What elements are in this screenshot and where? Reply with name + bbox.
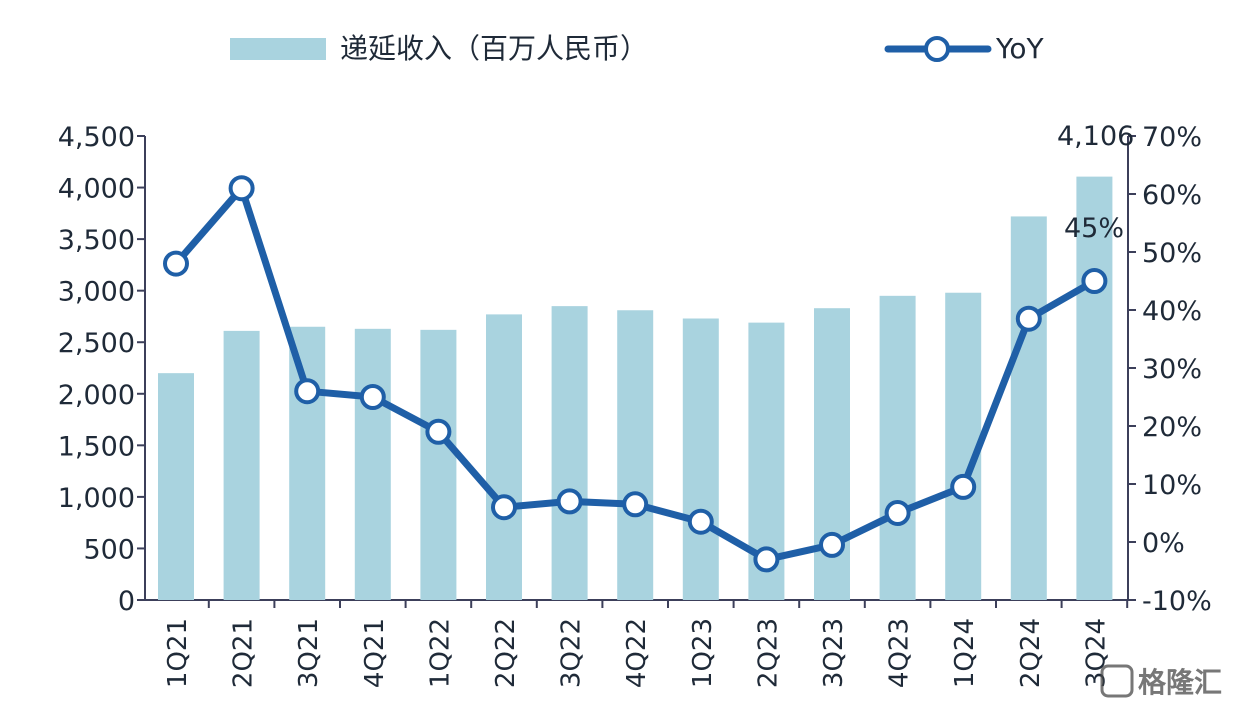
x-tick-label: 3Q21 [294, 618, 324, 688]
bar [1010, 216, 1047, 600]
annotation-last-bar: 4,106 [1057, 121, 1134, 152]
yoy-point [753, 546, 780, 573]
yoy-point [294, 378, 321, 405]
x-tick-label: 2Q22 [491, 618, 521, 688]
yoy-point [687, 508, 714, 535]
bars [158, 176, 1113, 600]
yoy-point [228, 175, 255, 202]
y-left-tick-label: 3,500 [58, 225, 135, 256]
bar [289, 326, 326, 600]
legend: 递延收入（百万人民币） YoY [230, 32, 1045, 65]
bar [551, 306, 588, 600]
legend-bar-swatch [230, 38, 326, 60]
y-right-tick-label: -10% [1142, 586, 1212, 617]
y-left-tick-label: 1,000 [58, 483, 135, 514]
yoy-point [425, 418, 452, 445]
bar [1076, 176, 1113, 600]
x-tick-label: 3Q24 [1081, 618, 1111, 688]
legend-line-marker [924, 36, 950, 62]
y-right-tick-label: 10% [1142, 470, 1202, 501]
bar [223, 330, 260, 600]
y-right-tick-label: 60% [1142, 180, 1202, 211]
yoy-line [163, 175, 1108, 573]
yoy-point [819, 531, 845, 558]
x-tick-label: 1Q23 [688, 618, 718, 688]
y-right-tick-label: 50% [1142, 238, 1202, 269]
y-right-tick-label: 40% [1142, 296, 1202, 327]
x-tick-label: 1Q22 [425, 618, 455, 688]
x-tick-label: 4Q21 [360, 618, 390, 688]
y-right-tick-label: 0% [1142, 528, 1185, 559]
bar [486, 314, 522, 600]
y-left-tick-label: 0 [118, 586, 135, 617]
y-left-tick-label: 2,000 [58, 380, 135, 411]
y-right-tick-label: 70% [1142, 122, 1202, 153]
bar [420, 329, 457, 600]
x-tick-label: 3Q23 [819, 618, 849, 688]
legend-bar-label: 递延收入（百万人民币） [340, 32, 648, 65]
yoy-point [359, 384, 386, 410]
bar [879, 295, 916, 600]
x-tick-label: 1Q21 [163, 618, 193, 688]
yoy-point [950, 473, 977, 500]
x-tick-label: 2Q21 [229, 618, 259, 688]
x-tick-label: 2Q23 [753, 618, 783, 688]
x-tick-label: 3Q22 [557, 618, 587, 688]
bar [158, 373, 194, 600]
axes: 0 500 1,000 1,500 2,000 2,500 3,000 3,500 4,000 4… [58, 122, 1212, 688]
y-left-tick-label: 2,500 [58, 328, 135, 359]
y-right-tick-label: 30% [1142, 354, 1202, 385]
y-left-tick-label: 4,500 [58, 122, 135, 153]
x-tick-label: 4Q23 [885, 618, 915, 688]
yoy-point [1015, 305, 1042, 332]
watermark-label: 格隆汇 [1138, 666, 1222, 699]
bar [682, 318, 719, 600]
y-left-tick-label: 1,500 [58, 431, 135, 462]
y-left-tick-label: 4,000 [58, 174, 135, 205]
yoy-point [163, 250, 189, 277]
yoy-point [622, 491, 649, 518]
yoy-point [556, 488, 583, 515]
x-tick-label: 1Q24 [950, 618, 980, 688]
y-right-tick-label: 20% [1142, 412, 1202, 443]
annotation-last-yoy: 45% [1064, 213, 1124, 244]
logo-icon [1100, 664, 1134, 698]
y-left-tick-label: 3,000 [58, 277, 135, 308]
yoy-point [884, 500, 911, 526]
yoy-point [1081, 268, 1108, 294]
bar [354, 328, 391, 600]
yoy-point [491, 494, 517, 521]
x-tick-label: 4Q22 [622, 618, 652, 688]
y-left-tick-label: 500 [83, 534, 135, 565]
legend-line-label: YoY [995, 32, 1045, 65]
x-tick-label: 2Q24 [1016, 618, 1046, 688]
bar [945, 292, 982, 600]
bar [617, 310, 654, 600]
watermark: 格隆汇 [1100, 664, 1222, 699]
